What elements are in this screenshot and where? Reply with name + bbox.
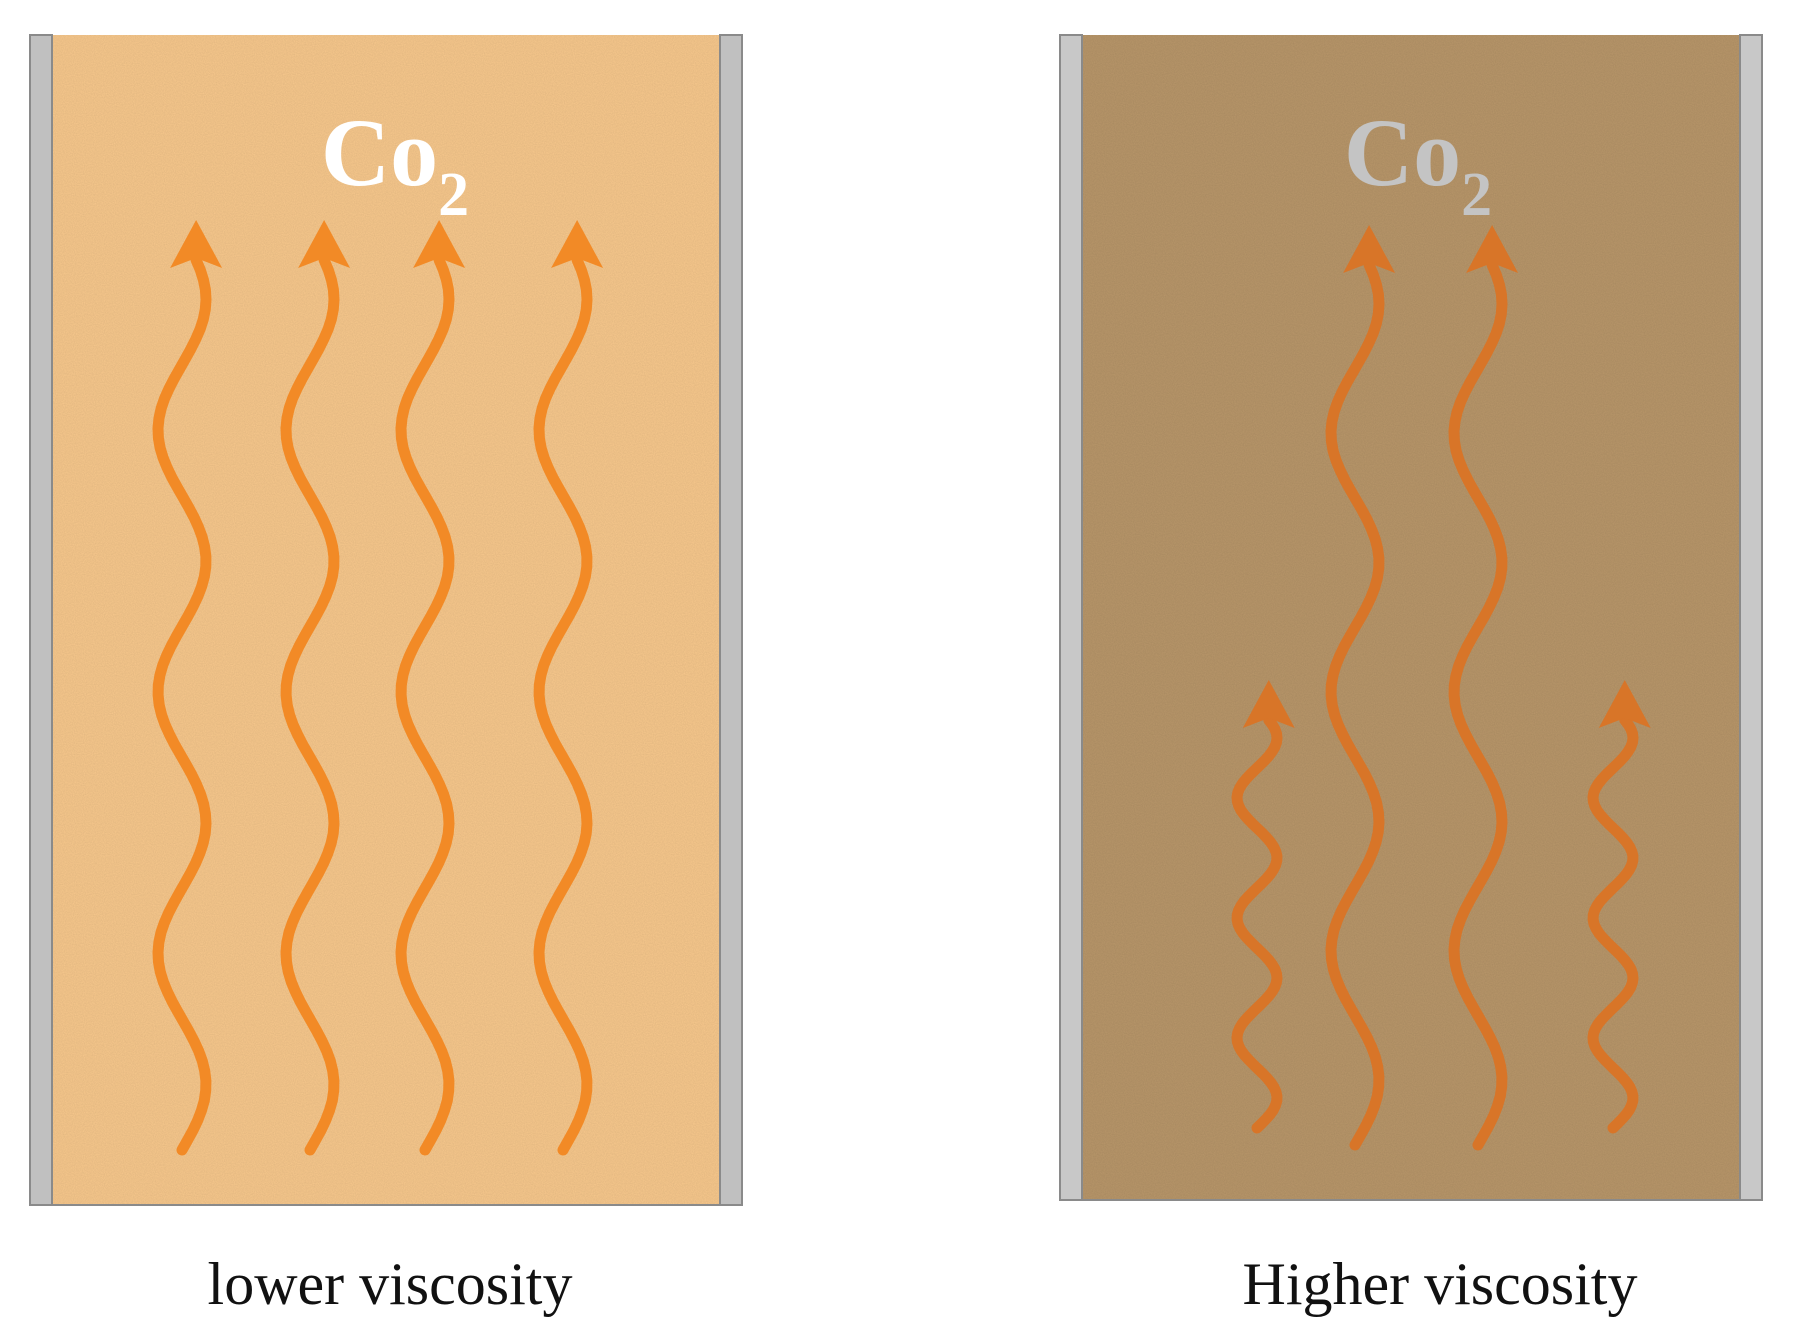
flow-line [1587, 714, 1639, 1134]
arrow-head [170, 220, 223, 268]
co2-flow-arrow [280, 220, 351, 1156]
co2-label-main: Co [1343, 99, 1462, 206]
column-right-wall [719, 34, 743, 1206]
flow-line [1231, 714, 1283, 1134]
co2-label-subscript: 2 [438, 161, 470, 229]
co2-label-subscript: 2 [1461, 161, 1493, 229]
flow-line [1448, 259, 1508, 1151]
sand-grain-texture [1080, 35, 1742, 1200]
co2-label-lower-viscosity: Co2 [321, 105, 469, 227]
co2-flow-arrow [1448, 225, 1519, 1151]
co2-flow-arrows [152, 220, 604, 1156]
co2-flow-arrow [1325, 225, 1396, 1151]
co2-label-higher-viscosity: Co2 [1344, 105, 1492, 227]
sand-grain-texture [50, 35, 722, 1205]
column-right-wall [1739, 34, 1763, 1201]
arrow-head [1242, 680, 1295, 728]
co2-flow-arrow-short [1231, 680, 1295, 1134]
arrow-head [551, 220, 604, 268]
co2-flow-arrow [533, 220, 604, 1156]
flow-line [533, 254, 593, 1156]
column-left-wall [29, 34, 53, 1206]
arrow-head [1466, 225, 1519, 273]
co2-flow-arrow [152, 220, 223, 1156]
co2-flow-arrow [395, 220, 466, 1156]
caption-lower-viscosity: lower viscosity [207, 1251, 573, 1317]
arrow-head [413, 220, 466, 268]
arrow-head [1598, 680, 1651, 728]
co2-label-main: Co [320, 99, 439, 206]
co2-flow-arrows [1231, 225, 1651, 1151]
arrow-head [298, 220, 351, 268]
flow-line [152, 254, 212, 1156]
caption-higher-viscosity: Higher viscosity [1242, 1251, 1638, 1317]
flow-line [395, 254, 455, 1156]
panel-higher-viscosity [1059, 34, 1763, 1201]
flow-line [1325, 259, 1385, 1151]
arrow-head [1343, 225, 1396, 273]
flow-line [280, 254, 340, 1156]
co2-flow-arrow-short [1587, 680, 1651, 1134]
column-left-wall [1059, 34, 1083, 1201]
panel-lower-viscosity [29, 34, 743, 1206]
